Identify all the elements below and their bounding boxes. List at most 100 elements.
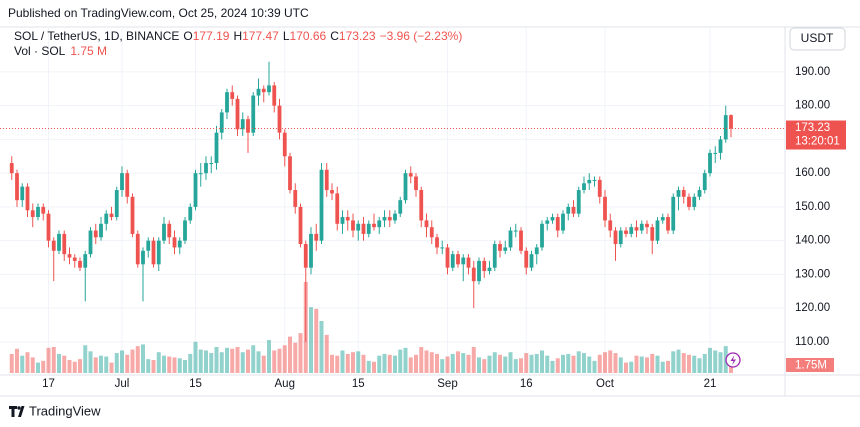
candle-body [83, 254, 88, 268]
volume-bar [167, 356, 172, 373]
candle-body [356, 223, 361, 231]
candle-body [440, 247, 445, 249]
volume-bar [141, 344, 145, 373]
volume-bar [419, 347, 424, 373]
candle-body [713, 152, 718, 154]
candle-body [555, 217, 560, 231]
currency[interactable]: USDT [801, 31, 834, 45]
candle-body [414, 176, 418, 191]
volume-bar [225, 347, 229, 373]
volume-bar [57, 353, 61, 373]
volume-bar [293, 342, 298, 373]
volume-bar [576, 351, 581, 373]
volume-bar [235, 347, 240, 373]
candle-body [277, 105, 282, 133]
volume-bar [130, 349, 135, 373]
candle-body [303, 244, 308, 268]
candle-body [687, 196, 691, 207]
change: −3.96 (−2.23%) [380, 29, 463, 43]
candle-body [398, 200, 403, 214]
volume-bar [393, 355, 397, 373]
volume-bar [230, 348, 235, 373]
candle-body [9, 163, 14, 174]
volume-bar [83, 345, 88, 373]
candle-body [172, 237, 177, 248]
volume-bar [681, 353, 686, 373]
volume-bar [435, 353, 439, 373]
candle-body [592, 179, 597, 181]
symbol-name: SOL / TetherUS, 1D, BINANCE [14, 29, 179, 43]
volume-bar [267, 340, 271, 373]
x-tick-label: 17 [42, 378, 55, 390]
volume-bar [99, 355, 103, 373]
candle-body [424, 220, 429, 228]
volume-bar [503, 356, 508, 373]
volume-bar [246, 349, 250, 373]
volume-bar [251, 345, 256, 373]
candle-body [666, 217, 670, 231]
candle-body [177, 240, 182, 248]
candle-body [209, 163, 214, 165]
candle-body [403, 173, 408, 201]
volume-bar [261, 355, 266, 373]
volume-bar [676, 349, 681, 373]
volume-bar [183, 360, 187, 373]
volume-bar [624, 362, 628, 373]
candle-body [576, 190, 581, 214]
candle-body [351, 220, 355, 231]
flash-bolt [730, 355, 736, 366]
x-tick-label: Jul [115, 378, 130, 390]
volume-bar [561, 354, 565, 373]
candle-body [51, 240, 56, 251]
volume-bar [671, 351, 676, 373]
candle-body [214, 132, 219, 164]
x-tick-label: 15 [189, 378, 202, 390]
volume-bar [319, 321, 324, 373]
volume-bar [340, 350, 345, 373]
candle-body [681, 190, 686, 197]
y-tick-label: 120.00 [795, 302, 830, 314]
candle-body [361, 223, 366, 234]
volume-bar [277, 348, 282, 373]
candle-body [114, 190, 119, 218]
candle-body [324, 169, 329, 191]
candle-body [492, 244, 497, 268]
candle-body [729, 115, 733, 129]
candle-body [393, 213, 397, 221]
volume-bar [109, 362, 114, 373]
candle-body [508, 230, 513, 248]
x-tick-label: 15 [352, 378, 365, 390]
volume-bar [62, 355, 67, 373]
volume-bar [618, 357, 623, 373]
candle-body [156, 240, 161, 265]
volume-bar [67, 360, 72, 373]
volume-bar [424, 350, 429, 373]
countdown: 13:20:01 [795, 136, 840, 148]
volume-bar [555, 358, 560, 373]
volume-bar [461, 353, 466, 373]
candle-body [503, 247, 508, 251]
published: Published on TradingView.com, Oct 25, 20… [8, 6, 309, 20]
volume-bar [146, 359, 151, 373]
volume-bar [372, 361, 376, 373]
volume-bar [487, 355, 492, 373]
y-tick-label: 180.00 [795, 100, 830, 112]
candle-body [246, 119, 250, 133]
candle-body [130, 196, 135, 234]
volume-bar [550, 360, 555, 373]
y-tick-label: 150.00 [795, 201, 830, 213]
volume-bar [587, 356, 592, 373]
candle-body [99, 223, 103, 238]
volume-bar [78, 359, 82, 373]
volume-bar [603, 352, 607, 373]
volume-bar [540, 350, 544, 373]
candle-body [261, 88, 266, 93]
currency-button[interactable] [789, 27, 846, 51]
candle-body [198, 173, 203, 175]
volume-bar [429, 352, 434, 373]
candle-body [235, 98, 240, 130]
volume-bar [529, 354, 534, 373]
candle-body [702, 173, 707, 191]
last-price-tag [786, 120, 846, 150]
volume-bar [566, 353, 571, 373]
